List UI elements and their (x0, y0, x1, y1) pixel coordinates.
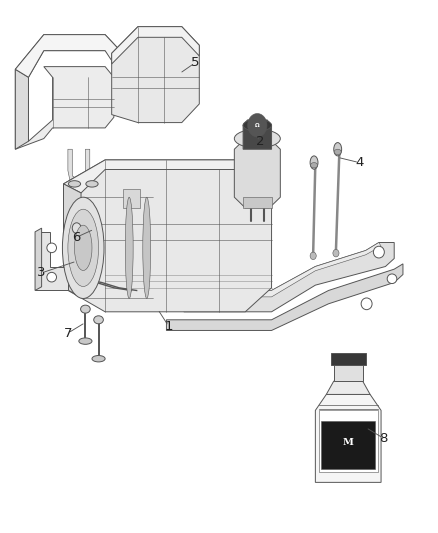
Text: 3: 3 (37, 266, 46, 279)
Polygon shape (64, 160, 272, 312)
Ellipse shape (373, 246, 385, 258)
Ellipse shape (311, 163, 318, 168)
Ellipse shape (243, 119, 272, 131)
Ellipse shape (387, 274, 397, 284)
Circle shape (72, 223, 81, 233)
Circle shape (333, 249, 339, 257)
Circle shape (248, 114, 267, 137)
Ellipse shape (79, 338, 92, 344)
Ellipse shape (143, 197, 151, 298)
Polygon shape (15, 69, 28, 149)
Ellipse shape (250, 122, 265, 128)
Polygon shape (326, 381, 370, 394)
Text: M: M (343, 438, 353, 447)
Polygon shape (35, 228, 42, 290)
Polygon shape (35, 232, 68, 290)
Text: 2: 2 (256, 135, 265, 148)
Ellipse shape (81, 305, 90, 313)
Ellipse shape (125, 197, 133, 298)
Ellipse shape (361, 298, 372, 310)
Polygon shape (334, 365, 363, 381)
Text: 7: 7 (64, 327, 72, 340)
Ellipse shape (74, 225, 92, 270)
Polygon shape (85, 149, 99, 184)
Polygon shape (112, 27, 199, 64)
Polygon shape (321, 421, 375, 469)
Text: 5: 5 (191, 56, 199, 69)
Polygon shape (315, 394, 381, 482)
Polygon shape (319, 410, 378, 472)
Polygon shape (15, 35, 123, 149)
Ellipse shape (86, 181, 98, 187)
Polygon shape (68, 149, 81, 184)
Polygon shape (64, 184, 81, 297)
Polygon shape (331, 353, 366, 365)
Polygon shape (184, 243, 394, 312)
Circle shape (69, 219, 85, 238)
Polygon shape (112, 27, 199, 123)
Ellipse shape (68, 209, 99, 286)
Ellipse shape (92, 356, 105, 362)
Polygon shape (243, 197, 272, 208)
Ellipse shape (310, 156, 318, 169)
Polygon shape (64, 160, 272, 193)
Ellipse shape (47, 272, 57, 282)
Circle shape (310, 252, 316, 260)
Ellipse shape (234, 130, 280, 148)
Ellipse shape (68, 181, 81, 187)
Polygon shape (243, 120, 272, 149)
Polygon shape (15, 35, 123, 77)
Text: 1: 1 (164, 320, 173, 333)
Ellipse shape (62, 197, 104, 298)
Polygon shape (166, 264, 403, 330)
Polygon shape (123, 189, 140, 208)
Text: 4: 4 (355, 156, 364, 169)
Ellipse shape (334, 142, 342, 156)
Ellipse shape (334, 149, 341, 155)
Polygon shape (234, 139, 280, 208)
Text: 6: 6 (72, 231, 81, 244)
Text: Ω: Ω (255, 123, 260, 128)
Text: 8: 8 (379, 432, 388, 445)
Ellipse shape (94, 316, 103, 324)
Polygon shape (184, 243, 381, 297)
Ellipse shape (47, 243, 57, 253)
